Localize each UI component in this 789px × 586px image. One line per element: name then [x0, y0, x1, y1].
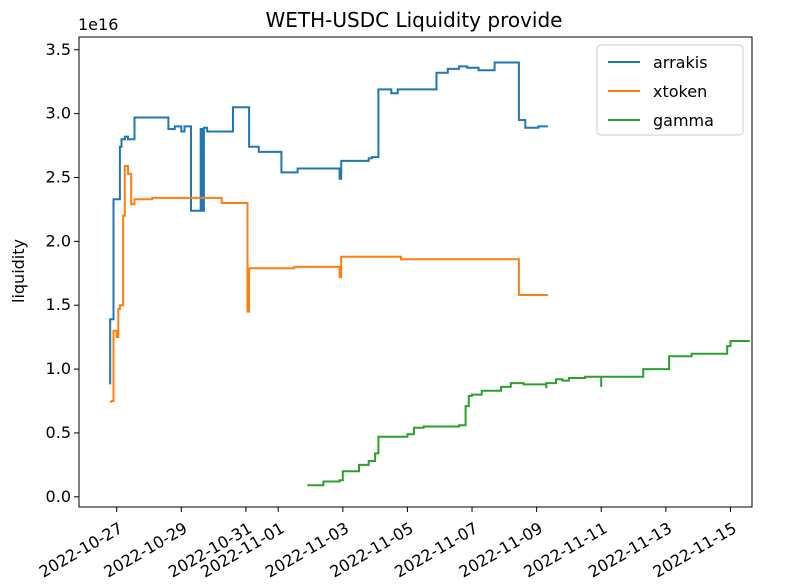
legend: arrakis xtoken gamma — [596, 44, 744, 136]
legend-label-gamma: gamma — [653, 111, 714, 130]
y-tick-label: 1.5 — [46, 295, 71, 314]
y-tick-label: 1.0 — [46, 359, 71, 378]
y-tick-label: 0.5 — [46, 423, 71, 442]
legend-items: arrakis xtoken gamma — [608, 53, 714, 130]
chart-title: WETH-USDC Liquidity provide — [266, 8, 563, 32]
series-line-gamma — [307, 340, 750, 487]
series-layer — [109, 61, 750, 487]
y-tick-label: 0.0 — [46, 487, 71, 506]
plot-frame — [78, 36, 753, 508]
series-line-xtoken — [109, 165, 548, 404]
y-tick-label: 3.5 — [46, 40, 71, 59]
y-tick-label: 2.0 — [46, 231, 71, 250]
y-axis-label: liquidity — [9, 239, 28, 303]
legend-label-xtoken: xtoken — [653, 82, 707, 101]
y-tick-label: 3.0 — [46, 104, 71, 123]
y-tick-label: 2.5 — [46, 167, 71, 186]
y-axis-ticks: 0.0 0.5 1.0 1.5 2.0 2.5 3.0 3.5 — [46, 40, 79, 506]
legend-label-arrakis: arrakis — [653, 53, 708, 72]
legend-box — [596, 44, 744, 136]
series-line-arrakis — [109, 61, 548, 385]
y-scale-offset-label: 1e16 — [78, 15, 118, 34]
